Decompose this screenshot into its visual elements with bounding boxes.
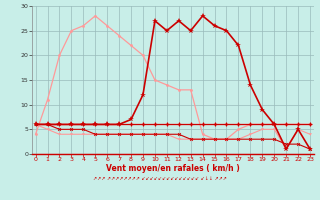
X-axis label: Vent moyen/en rafales ( km/h ): Vent moyen/en rafales ( km/h ) (106, 164, 240, 173)
Text: ↗↗↗ ↗↗↗↗↗↗↗↗ ↙↙↙↙↙↙↙↙↙↙↙↙↙↙ ↙↓↓ ↗↗↗: ↗↗↗ ↗↗↗↗↗↗↗↗ ↙↙↙↙↙↙↙↙↙↙↙↙↙↙ ↙↓↓ ↗↗↗ (93, 176, 227, 180)
